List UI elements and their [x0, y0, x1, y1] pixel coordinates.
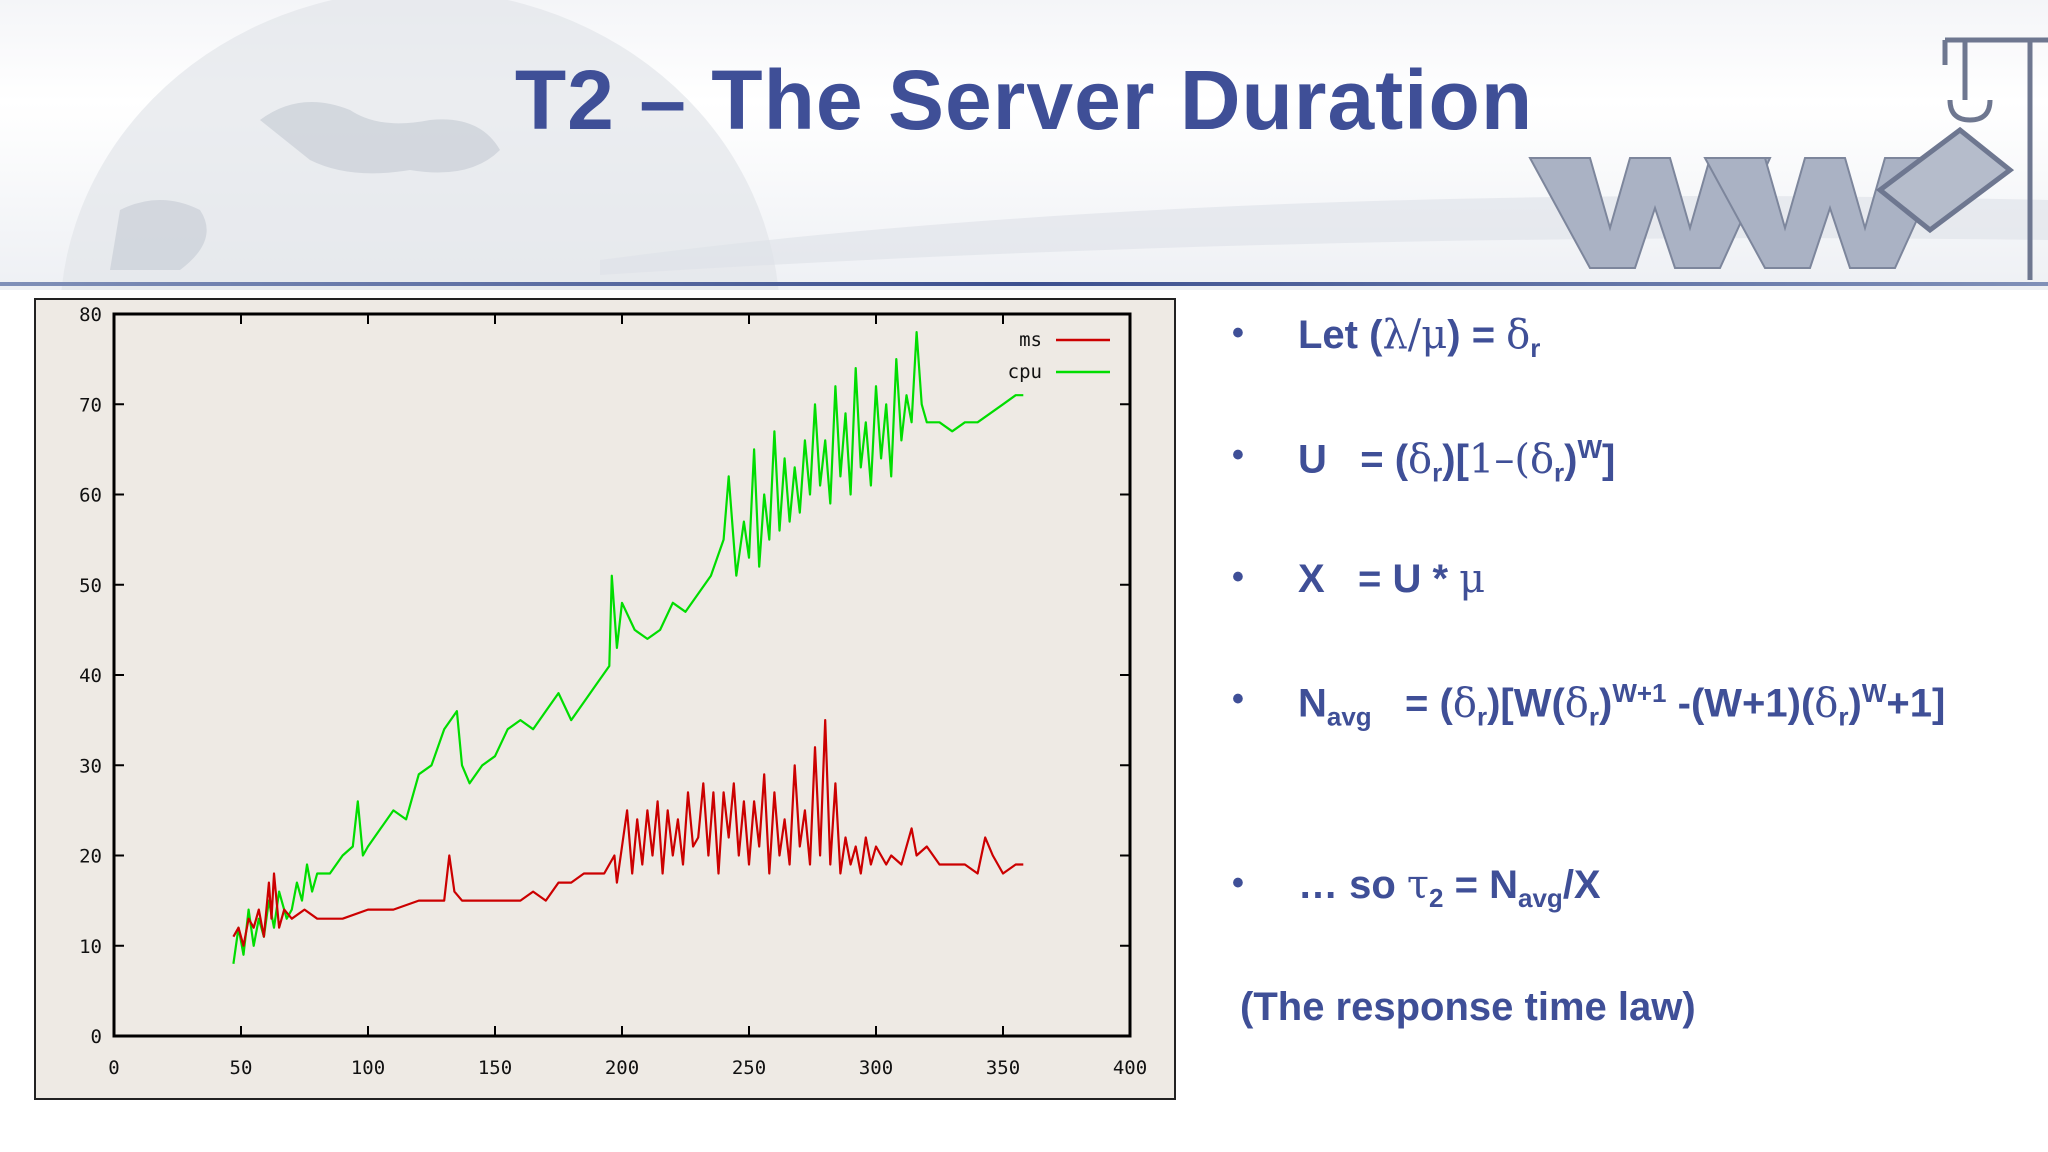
globe-continents-icon: [110, 102, 500, 270]
x-tick-label: 100: [351, 1057, 385, 1079]
y-tick-label: 0: [91, 1026, 102, 1048]
bullet-text: … so τ2 = Navg/X: [1298, 862, 1601, 913]
y-tick-label: 60: [79, 485, 102, 507]
x-tick-label: 0: [108, 1057, 119, 1079]
series-line-ms: [232, 719, 1024, 947]
bullet-dot: •: [1232, 680, 1244, 718]
x-tick-label: 150: [478, 1057, 512, 1079]
page-title: T2 – The Server Duration: [514, 53, 1534, 147]
bullet-text: Let (λ/μ) = δr: [1298, 312, 1541, 363]
legend-label-ms: ms: [1019, 329, 1042, 351]
footnote: (The response time law): [1240, 985, 1696, 1029]
header-divider: [0, 282, 2048, 286]
bullet-dot: •: [1232, 436, 1244, 474]
bullet-text: X = U * μ: [1298, 556, 1486, 602]
y-tick-label: 20: [79, 846, 102, 868]
bullet-text: Navg = (δr)[W(δr)W+1 -(W+1)(δr)W+1]: [1298, 678, 1946, 732]
x-tick-label: 250: [732, 1057, 766, 1079]
series-line-cpu: [232, 330, 1024, 964]
x-tick-label: 400: [1113, 1057, 1147, 1079]
slide-header: T2 – The Server Duration: [0, 0, 2048, 290]
bullet-dot: •: [1232, 864, 1244, 902]
crane-icon: [1875, 37, 2048, 280]
chart-panel: 0 50 100 150 200 250 300 350 400 0 10 20 30 40 50 60 70 8…: [34, 298, 1176, 1100]
y-tick-label: 70: [79, 394, 102, 416]
www-logo-icon: [1528, 157, 1947, 269]
line-chart: 0 50 100 150 200 250 300 350 400 0 10 20 30 40 50 60 70 8…: [79, 304, 1147, 1079]
bullet-dot: •: [1232, 558, 1244, 596]
bullet-dot: •: [1232, 314, 1244, 352]
bullet-text: U = (δr)[1–(δr)W]: [1298, 434, 1616, 488]
x-tick-label: 200: [605, 1057, 639, 1079]
x-tick-label: 300: [859, 1057, 893, 1079]
y-tick-label: 80: [79, 304, 102, 326]
y-tick-label: 10: [79, 936, 102, 958]
y-tick-label: 50: [79, 575, 102, 597]
header-graphic: [61, 0, 2048, 290]
y-tick-label: 40: [79, 665, 102, 687]
legend-label-cpu: cpu: [1008, 361, 1042, 383]
x-tick-label: 50: [230, 1057, 253, 1079]
x-tick-label: 350: [986, 1057, 1020, 1079]
y-tick-label: 30: [79, 755, 102, 777]
